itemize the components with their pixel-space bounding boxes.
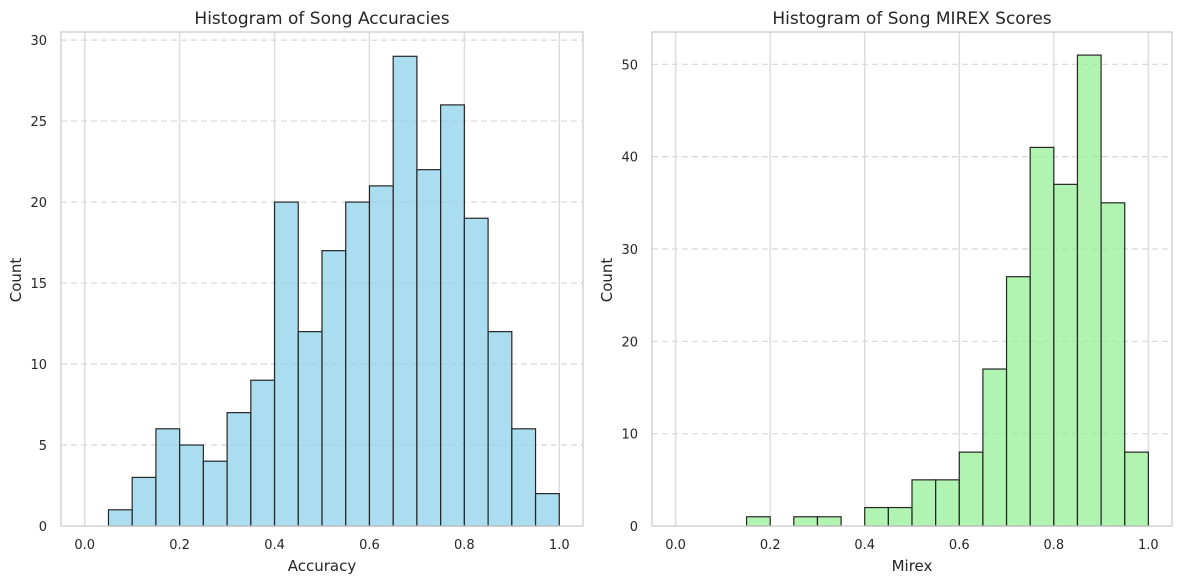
x-tick-label: 0.2 (760, 538, 781, 553)
histogram-bar (179, 444, 204, 527)
x-tick-label: 0.6 (359, 538, 380, 553)
histogram-bar (131, 476, 157, 527)
histogram-bar (226, 412, 252, 527)
histogram-bar (1029, 146, 1055, 527)
histogram-bar (1076, 54, 1102, 527)
histogram-bar (1053, 183, 1079, 527)
histogram-bar (911, 479, 937, 527)
histogram-bar (887, 506, 913, 527)
histogram-bar (1124, 451, 1149, 527)
chart-title: Histogram of Song MIREX Scores (772, 9, 1051, 29)
x-tick-label: 0.2 (169, 538, 190, 553)
y-tick-label: 10 (621, 428, 638, 443)
histogram-bar (107, 509, 133, 527)
y-tick-label: 0 (39, 520, 47, 535)
x-tick-label: 0.6 (949, 538, 970, 553)
histogram-bar (534, 493, 560, 527)
histogram-bar (321, 250, 347, 527)
histogram-bar (368, 185, 394, 527)
chart-title: Histogram of Song Accuracies (194, 9, 449, 29)
histogram-bar (250, 379, 276, 527)
plot-frame (651, 31, 1173, 527)
x-axis-label: Mirex (892, 557, 933, 575)
histogram-bar (463, 217, 489, 527)
y-tick-label: 5 (39, 439, 47, 454)
x-tick-label: 1.0 (1138, 538, 1159, 553)
histogram-bar (155, 428, 181, 527)
plot-frame (60, 31, 584, 527)
histogram-bar (1005, 276, 1031, 527)
x-tick-label: 0.0 (665, 538, 686, 553)
histogram-bar (816, 516, 842, 527)
mirex-histogram-panel: Histogram of Song MIREX Scores Mirex Cou… (598, 9, 1173, 575)
histogram-bar (1100, 202, 1126, 527)
histogram-bar (273, 201, 299, 527)
histogram-bar (202, 460, 228, 527)
y-tick-label: 50 (621, 58, 638, 73)
x-tick-label: 0.8 (454, 538, 475, 553)
histogram-bar (511, 428, 537, 527)
histogram-bar (958, 451, 984, 527)
y-axis-label: Count (7, 258, 25, 303)
x-tick-label: 0.8 (1043, 538, 1064, 553)
histogram-bar (392, 55, 418, 527)
histogram-bar (416, 169, 442, 527)
histogram-bar (440, 104, 465, 527)
x-tick-label: 0.4 (264, 538, 285, 553)
y-tick-label: 0 (630, 520, 638, 535)
histogram-bar (745, 516, 771, 527)
histogram-bar (935, 479, 960, 527)
y-tick-label: 30 (30, 34, 47, 49)
histogram-bar (982, 368, 1008, 527)
histogram-bar (345, 201, 371, 527)
y-axis-label: Count (598, 258, 616, 303)
y-tick-label: 20 (621, 335, 638, 350)
histogram-bar (487, 331, 513, 527)
x-tick-label: 1.0 (549, 538, 570, 553)
histogram-bar (297, 331, 323, 527)
y-tick-label: 25 (30, 115, 47, 130)
y-tick-label: 10 (30, 358, 47, 373)
y-tick-label: 40 (621, 151, 638, 166)
histogram-bar (864, 506, 889, 527)
y-tick-label: 15 (30, 277, 47, 292)
histogram-bar (793, 516, 819, 527)
accuracy-histogram-panel: Histogram of Song Accuracies Accuracy Co… (7, 9, 584, 575)
y-tick-label: 20 (30, 196, 47, 211)
x-tick-label: 0.4 (854, 538, 875, 553)
x-tick-label: 0.0 (74, 538, 95, 553)
y-tick-label: 30 (621, 243, 638, 258)
x-axis-label: Accuracy (288, 557, 357, 575)
